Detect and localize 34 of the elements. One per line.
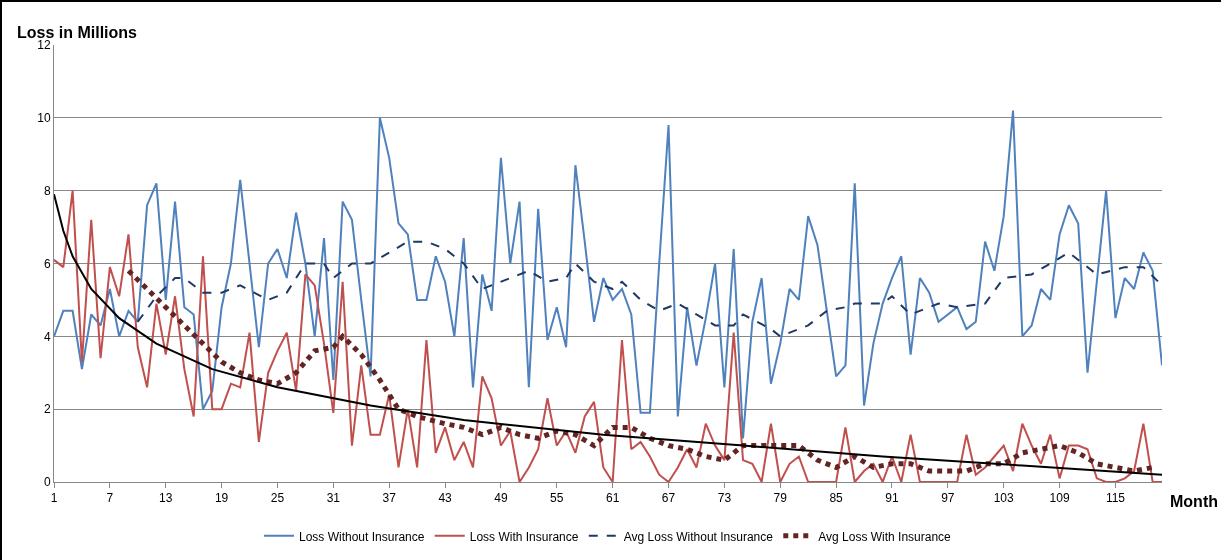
x-tick-label: 25 <box>270 491 285 506</box>
x-tick-label: 67 <box>661 491 676 506</box>
x-tick-label: 61 <box>605 491 620 506</box>
x-tick-label: 49 <box>494 491 508 506</box>
y-tick-label: 8 <box>43 183 51 198</box>
x-tick-label: 115 <box>1105 491 1126 506</box>
y-tick-label: 2 <box>43 402 51 417</box>
x-tick-label: 1 <box>50 491 58 506</box>
y-tick-label: 4 <box>43 329 51 344</box>
x-tick-label: 55 <box>550 491 564 506</box>
x-tick-label: 43 <box>438 491 453 506</box>
x-tick-label: 85 <box>829 491 844 506</box>
legend-label: Avg Loss With Insurance <box>818 529 952 544</box>
x-tick-label: 37 <box>382 491 397 506</box>
y-tick-label: 12 <box>37 38 51 53</box>
x-axis-title: Month <box>1170 493 1218 510</box>
x-tick-label: 103 <box>993 491 1015 506</box>
x-tick-label: 13 <box>159 491 173 506</box>
x-tick-label: 19 <box>214 491 229 506</box>
x-tick-label: 97 <box>941 491 955 506</box>
x-tick-label: 79 <box>773 491 788 506</box>
y-axis-title: Loss in Millions <box>17 24 138 41</box>
x-tick-label: 73 <box>717 491 732 506</box>
line-series <box>54 109 1162 440</box>
y-tick-label: 6 <box>43 256 51 271</box>
y-tick-label: 10 <box>37 111 51 126</box>
x-tick-label: 91 <box>885 491 899 506</box>
y-tick-label: 0 <box>43 475 51 490</box>
x-tick-label: 31 <box>326 491 341 506</box>
legend-label: Loss Without Insurance <box>299 529 425 544</box>
x-tick-label: 109 <box>1049 491 1070 506</box>
x-tick-label: 7 <box>106 491 114 506</box>
legend-label: Avg Loss Without Insurance <box>623 529 774 544</box>
legend-label: Loss With Insurance <box>469 529 579 544</box>
